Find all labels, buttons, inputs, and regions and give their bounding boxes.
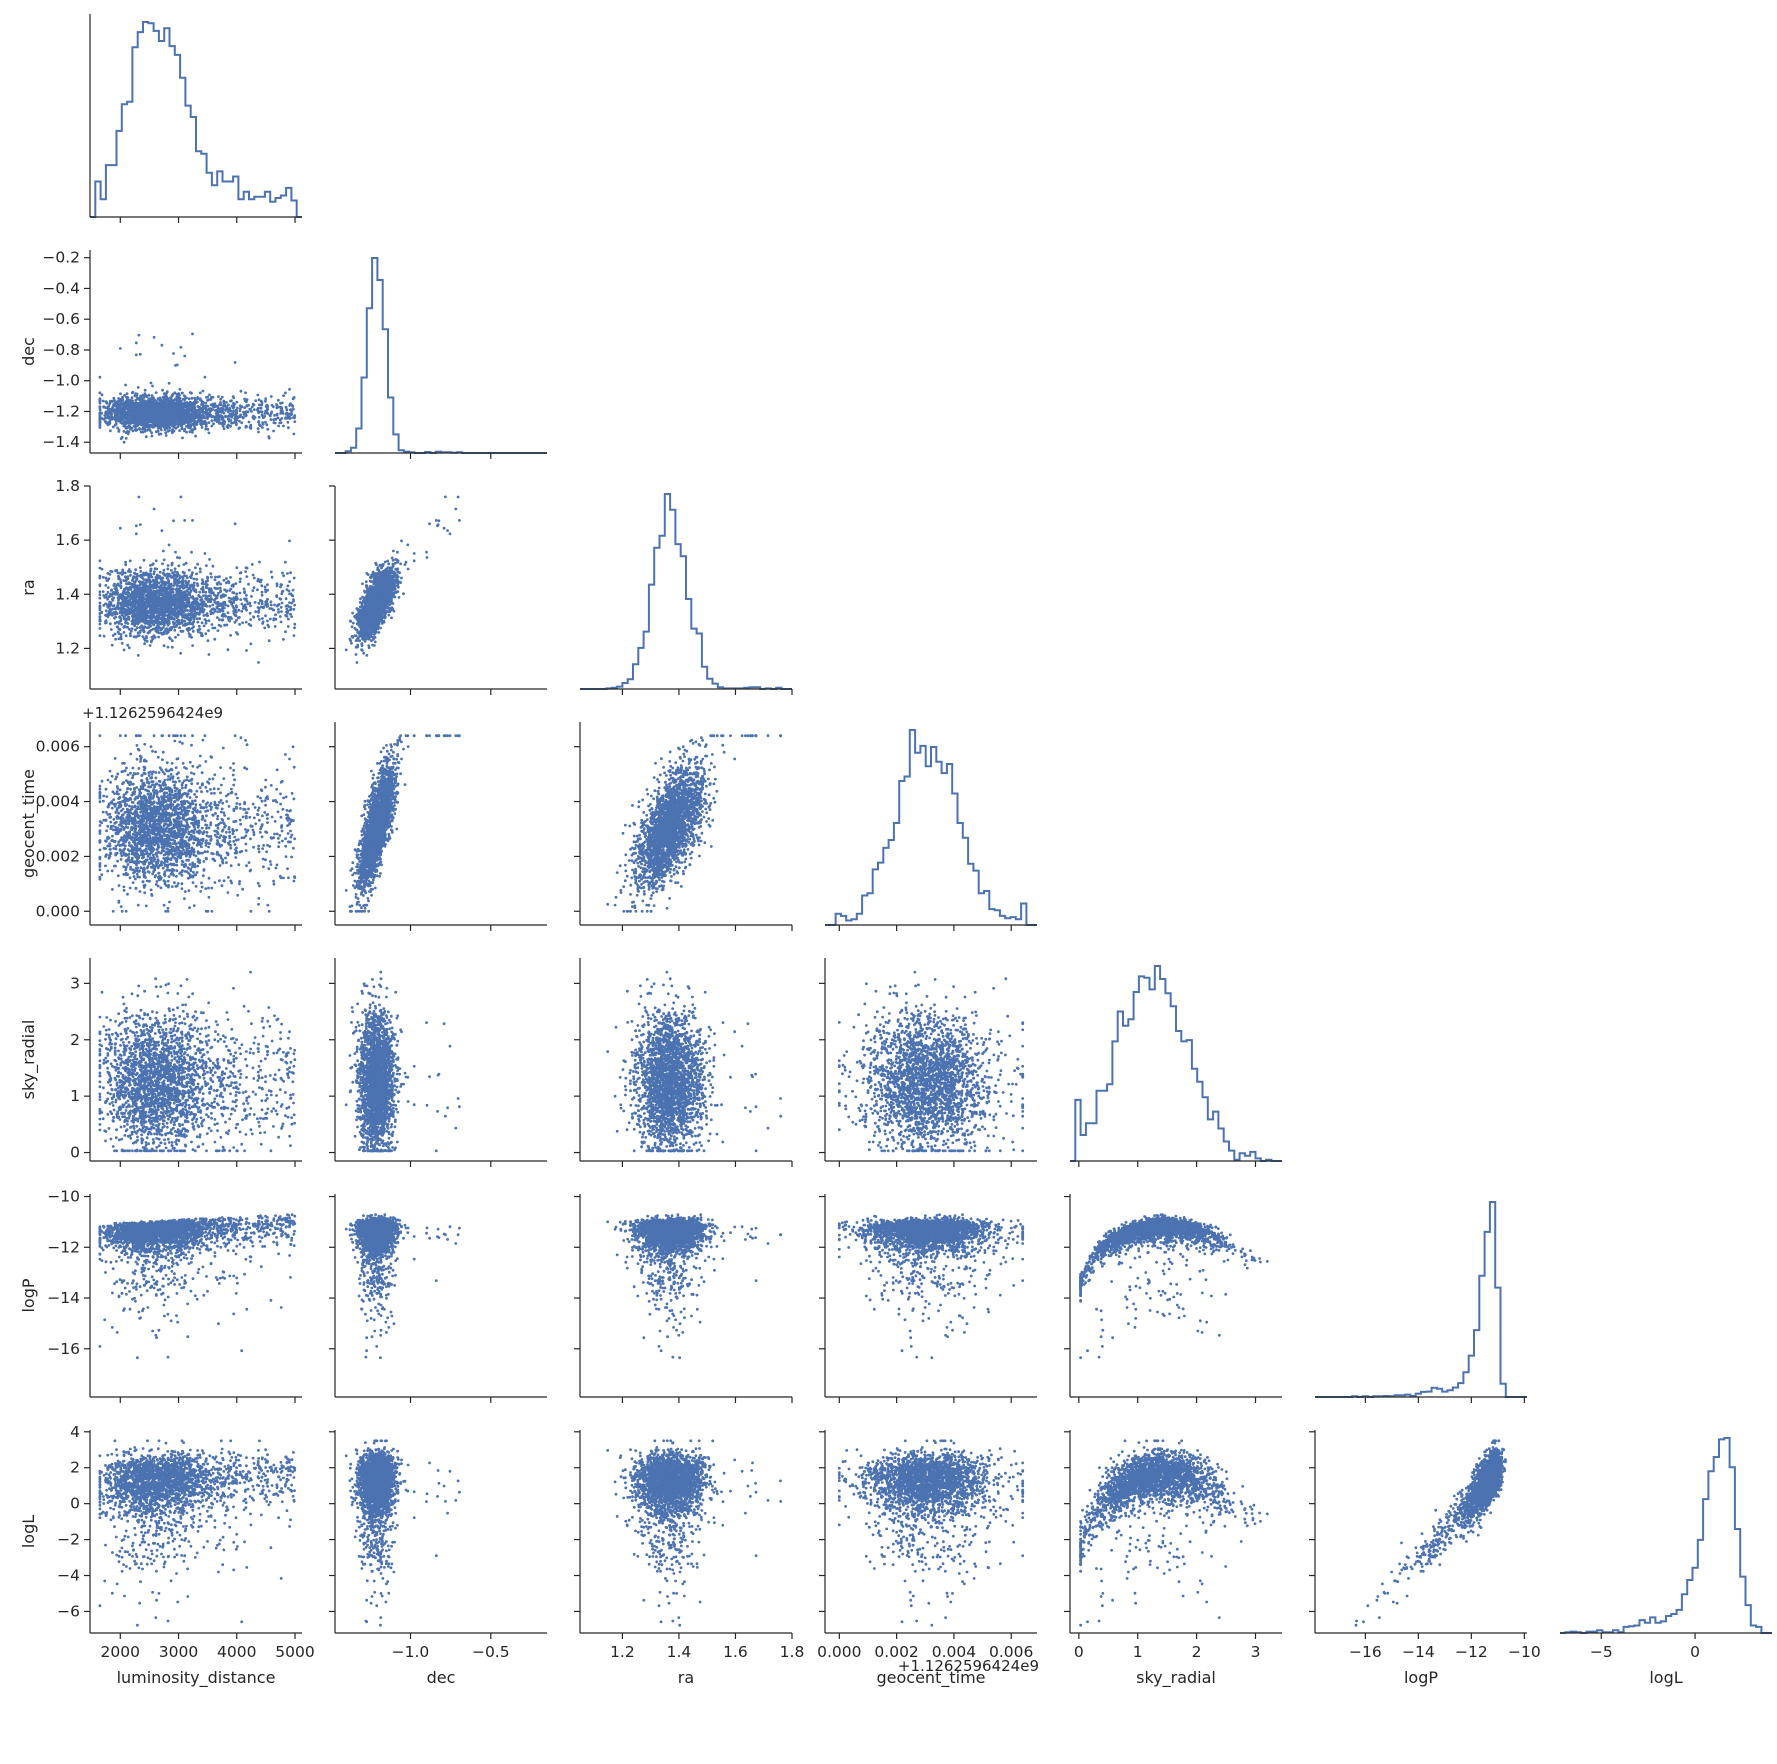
scatter-points [99, 333, 297, 444]
scatter-point [261, 413, 264, 416]
scatter-point [199, 392, 202, 395]
scatter-point [277, 399, 280, 402]
scatter-point [293, 433, 296, 436]
scatter-point [239, 409, 242, 412]
scatter-point [212, 422, 215, 425]
scatter-point [272, 430, 275, 433]
panel-dec-vs-luminosity-distance: −1.4−1.2−1.0−0.8−0.6−0.4−0.2 [42, 249, 302, 459]
scatter-point [121, 436, 124, 439]
scatter-point [287, 426, 290, 429]
scatter-point [282, 394, 285, 397]
histogram-luminosity-distance [90, 22, 302, 217]
scatter-point [288, 388, 291, 391]
scatter-point [217, 395, 220, 398]
scatter-point [131, 396, 134, 399]
scatter-point [188, 397, 191, 400]
scatter-point [191, 431, 194, 434]
scatter-point [252, 403, 255, 406]
scatter-point [99, 405, 102, 408]
panel-luminosity-distance-vs-luminosity-distance [90, 14, 302, 223]
scatter-point [99, 409, 102, 412]
